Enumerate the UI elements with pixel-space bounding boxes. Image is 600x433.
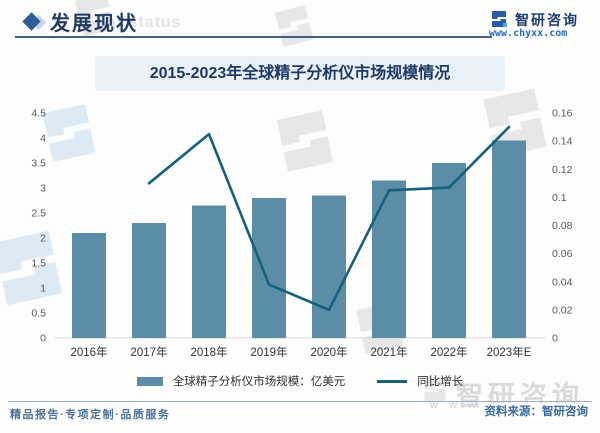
brand-name: 智研咨询 [515,12,579,28]
section-title: 发展现状 [50,13,138,35]
chart-title: 2015-2023年全球精子分析仪市场规模情况 [149,65,451,82]
svg-text:2: 2 [40,233,46,245]
svg-text:4: 4 [40,133,46,145]
svg-text:3.5: 3.5 [31,158,46,170]
brand-logo-icon [489,9,509,34]
svg-text:0.06: 0.06 [552,248,573,260]
svg-text:1.5: 1.5 [31,258,46,270]
legend-line-swatch [377,379,408,383]
svg-text:2017年: 2017年 [130,345,167,359]
svg-text:0.08: 0.08 [552,220,573,232]
svg-text:0.14: 0.14 [552,136,573,148]
chart-area: 0 0.5 1 1.5 2 2.5 3 3.5 4 4.5 0 0.02 0.04 0.06 0.08 0.1… [0,100,600,365]
svg-text:0.16: 0.16 [552,108,573,120]
svg-text:2016年: 2016年 [70,345,107,359]
svg-text:1: 1 [40,283,46,295]
svg-text:2023年E: 2023年E [487,345,532,359]
svg-text:2020年: 2020年 [310,345,347,359]
svg-text:0.1: 0.1 [552,192,567,204]
svg-text:2.5: 2.5 [31,208,46,220]
svg-text:2018年: 2018年 [190,345,227,359]
brand-watermark-icon [267,0,320,53]
svg-text:2021年: 2021年 [370,345,407,359]
svg-text:2019年: 2019年 [250,345,287,359]
footer-slogan: 精品报告·专项定制·品质服务 [10,409,171,421]
legend-line-label: 同比增长 [417,376,464,388]
legend-bar-swatch [136,376,163,386]
svg-text:3: 3 [40,183,46,195]
data-source: 资料来源：智研咨询 [479,403,588,419]
chart-legend: 全球精子分析仪市场规模：亿美元 同比增长 [0,373,600,389]
header-divider [15,36,492,38]
legend-bar-label: 全球精子分析仪市场规模：亿美元 [172,376,346,388]
brand-url-link[interactable]: www.chyxx.com [489,28,568,39]
svg-text:4.5: 4.5 [31,108,46,120]
section-watermark-text: ent status [96,14,182,31]
footer-divider [8,401,592,402]
svg-text:0: 0 [40,333,46,345]
svg-text:0.04: 0.04 [552,276,573,288]
svg-text:0.02: 0.02 [552,304,573,316]
svg-text:0.12: 0.12 [552,164,573,176]
svg-text:0: 0 [552,333,558,345]
svg-text:2022年: 2022年 [430,345,467,359]
section-diamond-icon [22,12,50,31]
market-chart: 0 0.5 1 1.5 2 2.5 3 3.5 4 4.5 0 0.02 0.04 0.06 0.08 0.1… [31,108,573,360]
chart-title-banner: 2015-2023年全球精子分析仪市场规模情况 [95,56,505,91]
svg-text:0.5: 0.5 [31,308,46,320]
